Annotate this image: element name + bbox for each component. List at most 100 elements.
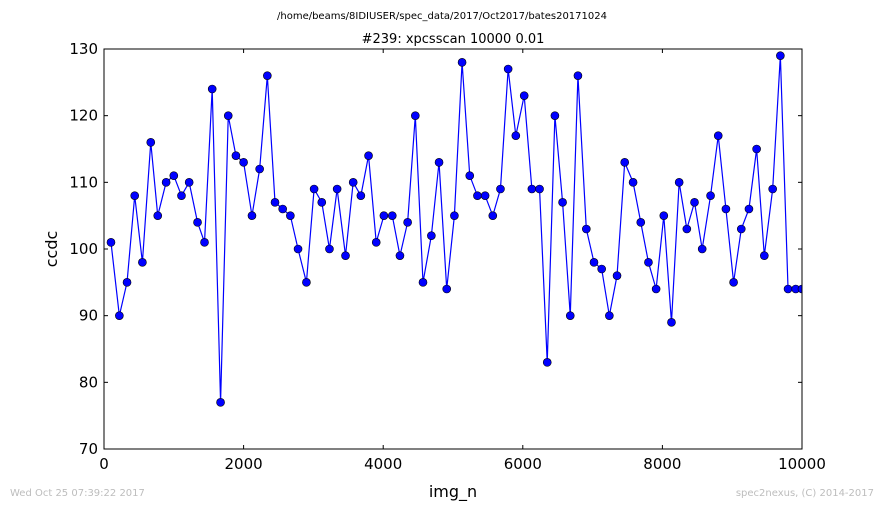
data-point xyxy=(511,131,521,140)
data-point xyxy=(729,278,738,287)
data-point xyxy=(760,251,769,260)
data-point xyxy=(776,51,785,60)
data-point xyxy=(379,211,389,220)
data-point xyxy=(371,238,381,247)
data-point xyxy=(270,198,280,207)
data-point xyxy=(550,111,560,120)
data-point xyxy=(457,58,467,67)
data-point xyxy=(255,164,264,174)
series-line xyxy=(110,55,802,403)
data-point xyxy=(450,211,459,220)
data-point xyxy=(169,171,179,180)
axes-frame xyxy=(103,48,803,450)
data-point xyxy=(411,111,420,120)
data-point xyxy=(106,238,116,247)
data-point xyxy=(193,218,202,227)
data-point xyxy=(207,84,217,94)
y-tick-label: 120 xyxy=(69,107,98,125)
data-point xyxy=(223,111,233,120)
x-tick-label: 10000 xyxy=(778,455,826,473)
data-point xyxy=(667,318,676,327)
data-point xyxy=(558,198,567,207)
data-point xyxy=(239,158,248,167)
data-point xyxy=(752,144,761,154)
data-point xyxy=(582,224,591,234)
x-tick-label: 8000 xyxy=(643,455,681,473)
plot-area: 0 2000 4000 6000 8000 10000 70 80 90 100 110 120 130 xyxy=(69,40,826,473)
data-point xyxy=(247,211,257,220)
data-point xyxy=(177,191,186,200)
x-axis-label: img_n xyxy=(429,482,477,502)
data-point xyxy=(736,224,746,234)
data-point xyxy=(122,278,132,287)
data-point xyxy=(364,151,373,160)
data-point xyxy=(565,311,575,320)
data-point xyxy=(768,184,777,194)
data-point xyxy=(612,271,622,280)
chart-title: #239: xpcsscan 10000 0.01 xyxy=(362,32,545,47)
data-point xyxy=(216,398,225,407)
data-point xyxy=(589,258,599,267)
data-point xyxy=(503,64,513,74)
data-point xyxy=(597,264,606,274)
data-point xyxy=(341,251,350,260)
data-point xyxy=(605,311,614,320)
x-tick-label: 6000 xyxy=(504,455,542,473)
data-point xyxy=(473,191,482,200)
data-point xyxy=(542,358,552,367)
data-point xyxy=(682,224,692,234)
data-point xyxy=(263,71,272,80)
data-point xyxy=(146,138,156,147)
footer-credit: spec2nexus, (C) 2014-2017 xyxy=(735,488,874,499)
data-point xyxy=(644,258,653,267)
data-point xyxy=(387,211,397,220)
data-point xyxy=(636,218,646,227)
data-point xyxy=(184,178,194,187)
data-point xyxy=(325,244,334,254)
data-point xyxy=(434,158,444,167)
data-point xyxy=(395,251,405,260)
data-point xyxy=(138,258,147,267)
data-point xyxy=(231,151,241,160)
data-point xyxy=(115,311,124,320)
data-point xyxy=(488,211,498,220)
data-point xyxy=(200,238,209,247)
x-tick-label: 4000 xyxy=(364,455,402,473)
data-point xyxy=(620,158,630,167)
y-tick-label: 90 xyxy=(79,307,98,325)
data-point xyxy=(659,211,669,220)
data-point xyxy=(783,284,793,294)
data-point xyxy=(713,131,723,140)
data-point xyxy=(535,184,544,194)
y-tick-label: 100 xyxy=(69,240,98,258)
data-point xyxy=(697,244,707,254)
data-point xyxy=(690,198,699,207)
y-tick-label: 80 xyxy=(79,373,98,391)
data-point xyxy=(519,91,529,100)
y-tick-label: 70 xyxy=(79,440,98,458)
data-point xyxy=(286,211,295,220)
data-point xyxy=(332,184,342,194)
data-point xyxy=(651,284,661,294)
data-point xyxy=(527,184,537,194)
data-point xyxy=(480,191,490,200)
y-axis-label: ccdc xyxy=(42,231,61,268)
data-point xyxy=(302,278,311,287)
data-point xyxy=(418,278,428,287)
data-point xyxy=(744,204,754,214)
data-point xyxy=(130,191,140,200)
y-tick-label: 110 xyxy=(69,173,98,191)
data-point xyxy=(496,184,505,194)
data-point xyxy=(356,191,366,200)
data-point xyxy=(317,198,327,207)
data-point xyxy=(348,178,358,187)
data-point xyxy=(674,178,684,187)
data-point xyxy=(153,211,163,220)
data-point xyxy=(465,171,475,180)
data-point xyxy=(278,204,287,214)
x-tick-label: 0 xyxy=(99,455,109,473)
y-tick-label: 130 xyxy=(69,40,98,58)
figure-suptitle: /home/beams/8IDIUSER/spec_data/2017/Oct2… xyxy=(277,11,607,22)
